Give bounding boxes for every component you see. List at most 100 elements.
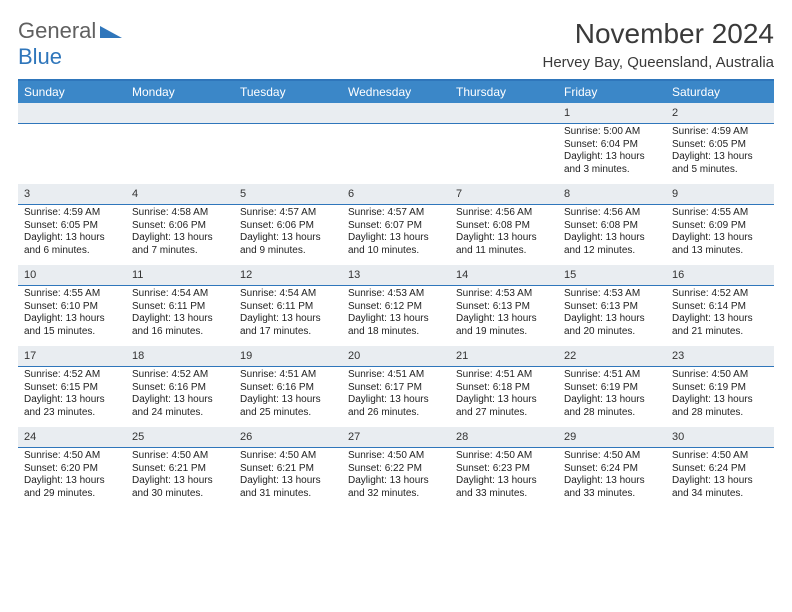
day-number: 6	[342, 184, 450, 205]
day-cell: Sunrise: 4:59 AMSunset: 6:05 PMDaylight:…	[18, 205, 126, 266]
day-info: Sunrise: 4:52 AMSunset: 6:14 PMDaylight:…	[666, 286, 774, 346]
sunrise-text: Sunrise: 4:55 AM	[672, 207, 768, 220]
sunset-text: Sunset: 6:24 PM	[564, 463, 660, 476]
day-number: 2	[666, 103, 774, 124]
day-info: Sunrise: 4:50 AMSunset: 6:23 PMDaylight:…	[450, 448, 558, 508]
daylight-text: Daylight: 13 hours and 29 minutes.	[24, 475, 120, 500]
day-cell	[126, 124, 234, 185]
sunrise-text: Sunrise: 4:56 AM	[456, 207, 552, 220]
sunset-text: Sunset: 6:13 PM	[564, 301, 660, 314]
day-cell: Sunrise: 4:50 AMSunset: 6:21 PMDaylight:…	[126, 448, 234, 509]
daynum-row: 24252627282930	[18, 427, 774, 448]
sunset-text: Sunset: 6:21 PM	[132, 463, 228, 476]
day-number: 17	[18, 346, 126, 367]
sunset-text: Sunset: 6:13 PM	[456, 301, 552, 314]
day-info: Sunrise: 4:51 AMSunset: 6:19 PMDaylight:…	[558, 367, 666, 427]
sunrise-text: Sunrise: 4:56 AM	[564, 207, 660, 220]
day-number	[126, 103, 234, 124]
calendar-thead: Sunday Monday Tuesday Wednesday Thursday…	[18, 81, 774, 103]
day-cell: Sunrise: 4:50 AMSunset: 6:24 PMDaylight:…	[666, 448, 774, 509]
sunrise-text: Sunrise: 4:51 AM	[348, 369, 444, 382]
day-number: 12	[234, 265, 342, 286]
day-info	[450, 124, 558, 184]
sunset-text: Sunset: 6:06 PM	[132, 220, 228, 233]
day-info: Sunrise: 4:52 AMSunset: 6:15 PMDaylight:…	[18, 367, 126, 427]
day-cell: Sunrise: 4:51 AMSunset: 6:19 PMDaylight:…	[558, 367, 666, 428]
daylight-text: Daylight: 13 hours and 3 minutes.	[564, 151, 660, 176]
day-number: 18	[126, 346, 234, 367]
daylight-text: Daylight: 13 hours and 25 minutes.	[240, 394, 336, 419]
sunrise-text: Sunrise: 4:55 AM	[24, 288, 120, 301]
day-info: Sunrise: 4:52 AMSunset: 6:16 PMDaylight:…	[126, 367, 234, 427]
day-info: Sunrise: 4:57 AMSunset: 6:07 PMDaylight:…	[342, 205, 450, 265]
day-cell: Sunrise: 4:51 AMSunset: 6:18 PMDaylight:…	[450, 367, 558, 428]
day-number: 24	[18, 427, 126, 448]
day-cell: Sunrise: 4:52 AMSunset: 6:14 PMDaylight:…	[666, 286, 774, 347]
sunrise-text: Sunrise: 4:50 AM	[132, 450, 228, 463]
day-number: 1	[558, 103, 666, 124]
daylight-text: Daylight: 13 hours and 27 minutes.	[456, 394, 552, 419]
sunrise-text: Sunrise: 4:54 AM	[132, 288, 228, 301]
day-info: Sunrise: 4:59 AMSunset: 6:05 PMDaylight:…	[666, 124, 774, 184]
day-number: 26	[234, 427, 342, 448]
day-number: 13	[342, 265, 450, 286]
sunset-text: Sunset: 6:19 PM	[564, 382, 660, 395]
sunset-text: Sunset: 6:16 PM	[240, 382, 336, 395]
day-cell	[234, 124, 342, 185]
sunset-text: Sunset: 6:05 PM	[672, 139, 768, 152]
logo-triangle-icon	[100, 24, 122, 43]
sunset-text: Sunset: 6:08 PM	[564, 220, 660, 233]
day-header: Tuesday	[234, 81, 342, 103]
daynum-row: 17181920212223	[18, 346, 774, 367]
day-info: Sunrise: 4:54 AMSunset: 6:11 PMDaylight:…	[126, 286, 234, 346]
sunset-text: Sunset: 6:06 PM	[240, 220, 336, 233]
daynum-row: 12	[18, 103, 774, 124]
sunrise-text: Sunrise: 4:57 AM	[240, 207, 336, 220]
calendar-page: General Blue November 2024 Hervey Bay, Q…	[0, 0, 792, 508]
day-cell: Sunrise: 4:54 AMSunset: 6:11 PMDaylight:…	[234, 286, 342, 347]
location: Hervey Bay, Queensland, Australia	[542, 54, 774, 71]
day-number: 15	[558, 265, 666, 286]
day-header: Sunday	[18, 81, 126, 103]
day-number: 19	[234, 346, 342, 367]
sunrise-text: Sunrise: 4:57 AM	[348, 207, 444, 220]
day-number	[234, 103, 342, 124]
daylight-text: Daylight: 13 hours and 32 minutes.	[348, 475, 444, 500]
day-cell: Sunrise: 4:56 AMSunset: 6:08 PMDaylight:…	[558, 205, 666, 266]
day-header-row: Sunday Monday Tuesday Wednesday Thursday…	[18, 81, 774, 103]
day-info: Sunrise: 4:50 AMSunset: 6:22 PMDaylight:…	[342, 448, 450, 508]
day-cell: Sunrise: 4:53 AMSunset: 6:12 PMDaylight:…	[342, 286, 450, 347]
day-cell: Sunrise: 4:52 AMSunset: 6:15 PMDaylight:…	[18, 367, 126, 428]
day-info: Sunrise: 4:51 AMSunset: 6:16 PMDaylight:…	[234, 367, 342, 427]
header: General Blue November 2024 Hervey Bay, Q…	[18, 18, 774, 71]
day-cell: Sunrise: 4:50 AMSunset: 6:23 PMDaylight:…	[450, 448, 558, 509]
day-header: Friday	[558, 81, 666, 103]
sunrise-text: Sunrise: 4:50 AM	[672, 450, 768, 463]
day-info: Sunrise: 4:59 AMSunset: 6:05 PMDaylight:…	[18, 205, 126, 265]
day-info: Sunrise: 4:53 AMSunset: 6:12 PMDaylight:…	[342, 286, 450, 346]
day-header: Thursday	[450, 81, 558, 103]
week-row: Sunrise: 4:50 AMSunset: 6:20 PMDaylight:…	[18, 448, 774, 509]
day-cell: Sunrise: 4:53 AMSunset: 6:13 PMDaylight:…	[450, 286, 558, 347]
day-cell	[450, 124, 558, 185]
day-number: 29	[558, 427, 666, 448]
sunset-text: Sunset: 6:15 PM	[24, 382, 120, 395]
day-number	[342, 103, 450, 124]
day-info	[342, 124, 450, 184]
day-info: Sunrise: 4:56 AMSunset: 6:08 PMDaylight:…	[450, 205, 558, 265]
daynum-row: 10111213141516	[18, 265, 774, 286]
sunrise-text: Sunrise: 4:51 AM	[564, 369, 660, 382]
sunrise-text: Sunrise: 4:50 AM	[24, 450, 120, 463]
day-number: 30	[666, 427, 774, 448]
calendar-body: 12Sunrise: 5:00 AMSunset: 6:04 PMDayligh…	[18, 103, 774, 508]
daylight-text: Daylight: 13 hours and 9 minutes.	[240, 232, 336, 257]
sunset-text: Sunset: 6:23 PM	[456, 463, 552, 476]
daylight-text: Daylight: 13 hours and 7 minutes.	[132, 232, 228, 257]
sunset-text: Sunset: 6:22 PM	[348, 463, 444, 476]
daylight-text: Daylight: 13 hours and 15 minutes.	[24, 313, 120, 338]
day-info: Sunrise: 4:50 AMSunset: 6:20 PMDaylight:…	[18, 448, 126, 508]
day-number: 22	[558, 346, 666, 367]
day-info: Sunrise: 4:57 AMSunset: 6:06 PMDaylight:…	[234, 205, 342, 265]
sunset-text: Sunset: 6:05 PM	[24, 220, 120, 233]
day-number: 8	[558, 184, 666, 205]
